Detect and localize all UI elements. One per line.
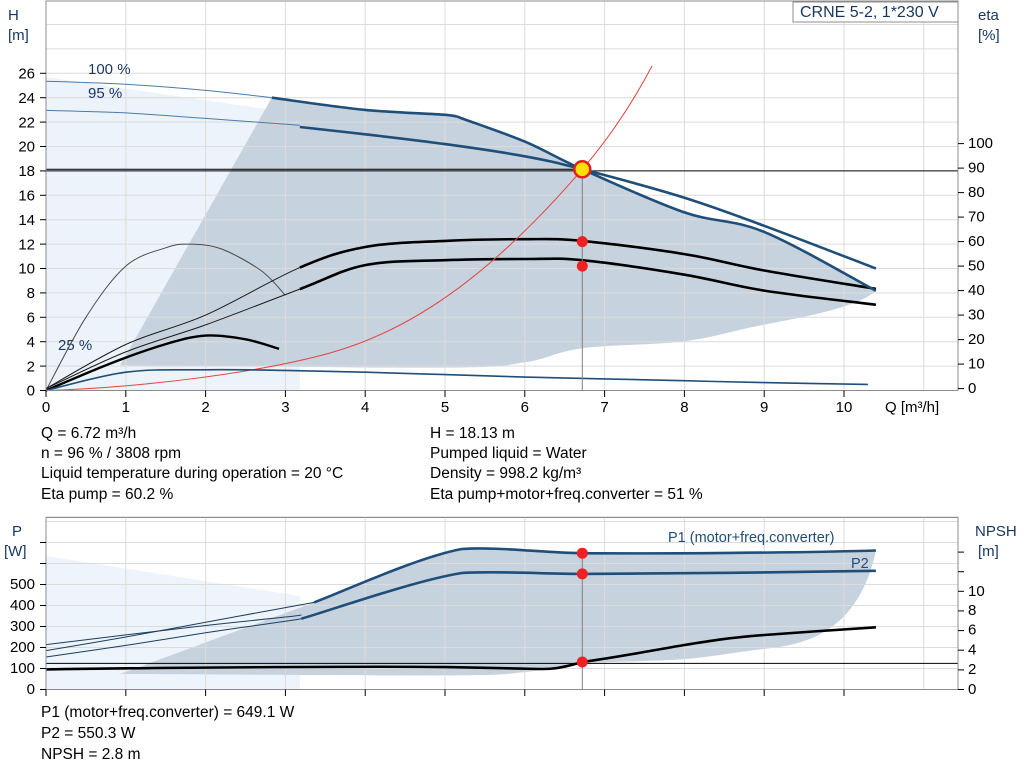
svg-text:2: 2 [968,661,976,678]
svg-text:P2 = 550.3 W: P2 = 550.3 W [41,725,136,742]
svg-text:P1 (motor+freq.converter): P1 (motor+freq.converter) [668,530,834,546]
svg-text:26: 26 [18,66,35,83]
svg-text:NPSH = 2.8 m: NPSH = 2.8 m [41,746,141,763]
svg-text:0: 0 [27,681,35,698]
svg-text:10: 10 [968,583,985,600]
svg-text:80: 80 [968,184,985,201]
svg-text:8: 8 [27,285,35,302]
svg-text:1: 1 [122,399,130,416]
svg-text:10: 10 [18,261,35,278]
svg-text:[m]: [m] [978,543,999,560]
svg-text:30: 30 [968,307,985,324]
svg-text:50: 50 [968,258,985,275]
svg-text:H: H [8,7,19,24]
svg-text:0: 0 [42,399,50,416]
svg-text:14: 14 [18,212,35,229]
svg-text:4: 4 [968,641,976,658]
svg-text:16: 16 [18,188,35,205]
svg-text:9: 9 [760,399,768,416]
svg-text:500: 500 [10,576,35,593]
svg-text:0: 0 [27,383,35,400]
svg-text:95 %: 95 % [88,85,122,102]
svg-text:24: 24 [18,90,35,107]
svg-text:Pumped liquid = Water: Pumped liquid = Water [430,445,587,462]
svg-text:8: 8 [968,602,976,619]
svg-text:0: 0 [968,681,976,698]
svg-text:100: 100 [968,135,993,152]
svg-text:n = 96 % / 3808 rpm: n = 96 % / 3808 rpm [41,445,181,462]
svg-text:70: 70 [968,209,985,226]
svg-text:eta: eta [978,7,1000,24]
svg-text:200: 200 [10,639,35,656]
svg-text:90: 90 [968,160,985,177]
svg-text:6: 6 [521,399,529,416]
svg-text:10: 10 [836,399,853,416]
svg-text:18: 18 [18,163,35,180]
svg-text:20: 20 [968,331,985,348]
svg-text:NPSH: NPSH [975,523,1017,540]
svg-text:20: 20 [18,139,35,156]
svg-text:Q [m³/h]: Q [m³/h] [885,399,939,416]
svg-text:400: 400 [10,597,35,614]
svg-text:25 %: 25 % [58,337,92,354]
svg-text:Density = 998.2 kg/m³: Density = 998.2 kg/m³ [430,465,581,482]
svg-text:P2: P2 [851,556,869,572]
svg-text:10: 10 [968,356,985,373]
svg-text:4: 4 [27,334,35,351]
svg-text:4: 4 [361,399,369,416]
svg-text:[%]: [%] [978,27,1000,44]
svg-text:100 %: 100 % [88,61,131,78]
svg-text:Liquid temperature during oper: Liquid temperature during operation = 20… [41,465,343,482]
svg-text:8: 8 [680,399,688,416]
svg-text:60: 60 [968,233,985,250]
svg-text:[m]: [m] [8,27,29,44]
svg-text:2: 2 [201,399,209,416]
svg-text:40: 40 [968,282,985,299]
svg-text:12: 12 [18,236,35,253]
svg-text:Q = 6.72 m³/h: Q = 6.72 m³/h [41,425,136,442]
svg-text:300: 300 [10,618,35,635]
svg-text:6: 6 [968,622,976,639]
svg-text:Eta pump = 60.2 %: Eta pump = 60.2 % [41,486,173,503]
svg-text:[W]: [W] [4,543,27,560]
svg-text:7: 7 [600,399,608,416]
svg-text:H = 18.13 m: H = 18.13 m [430,425,515,442]
svg-text:100: 100 [10,660,35,677]
svg-text:2: 2 [27,358,35,375]
svg-text:6: 6 [27,310,35,327]
svg-text:22: 22 [18,114,35,131]
svg-text:Eta pump+motor+freq.converter: Eta pump+motor+freq.converter = 51 % [430,486,703,503]
svg-text:5: 5 [441,399,449,416]
svg-text:P: P [12,523,22,540]
svg-text:3: 3 [281,399,289,416]
svg-text:P1 (motor+freq.converter) = 64: P1 (motor+freq.converter) = 649.1 W [41,704,295,721]
svg-text:0: 0 [968,380,976,397]
svg-text:CRNE 5-2, 1*230 V: CRNE 5-2, 1*230 V [800,4,939,21]
